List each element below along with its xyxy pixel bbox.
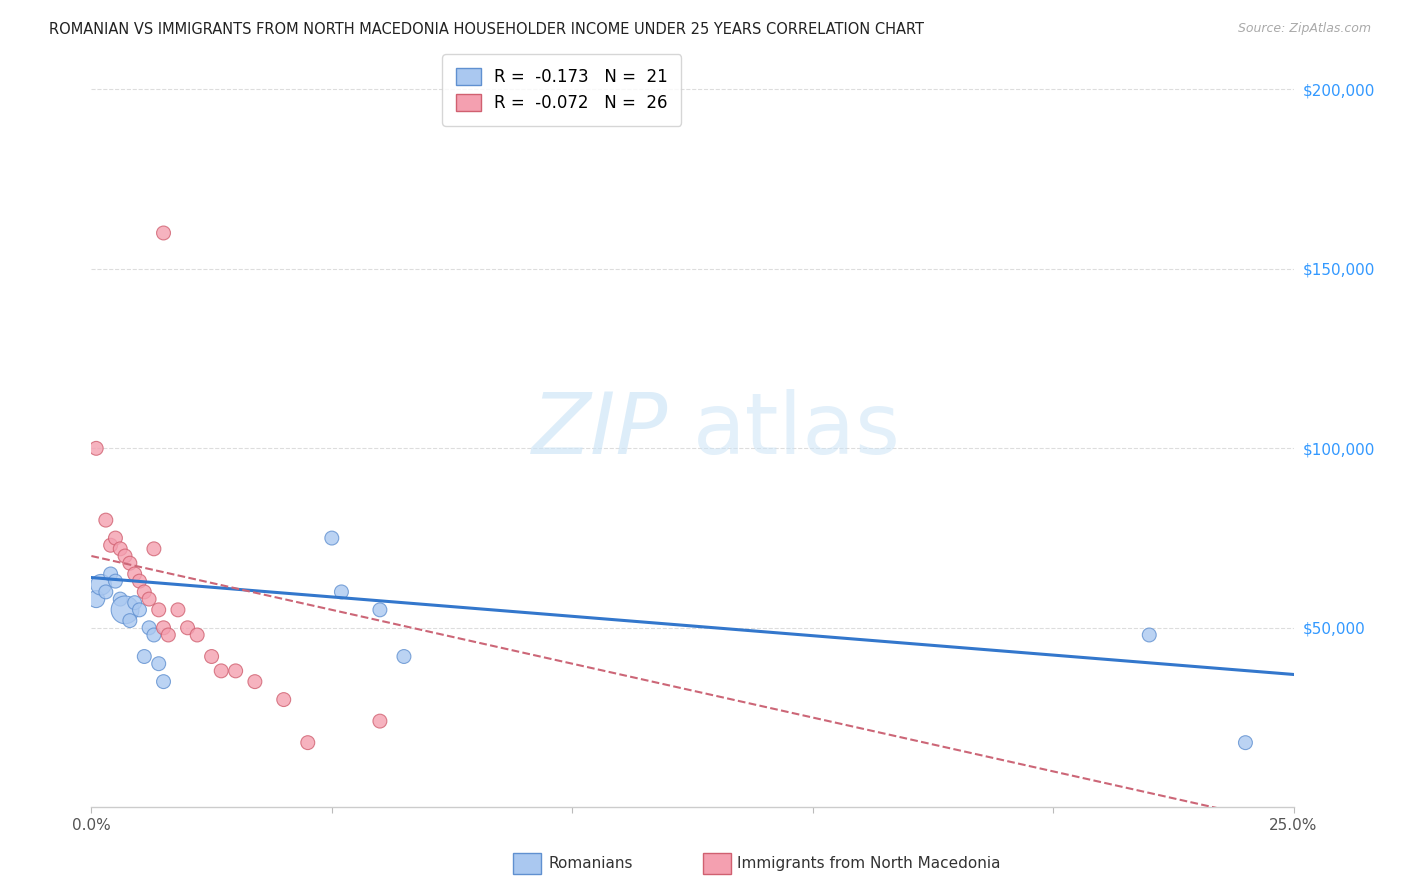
Point	[100, 566, 122, 581]
Point	[157, 628, 180, 642]
Point	[368, 603, 391, 617]
Point	[330, 585, 353, 599]
Point	[100, 538, 122, 552]
Point	[368, 714, 391, 728]
Point	[114, 603, 136, 617]
Text: Romanians: Romanians	[548, 856, 633, 871]
Point	[104, 574, 127, 589]
Point	[94, 585, 117, 599]
Point	[134, 585, 156, 599]
Point	[110, 541, 132, 556]
Point	[138, 592, 160, 607]
Point	[142, 541, 165, 556]
Point	[124, 596, 146, 610]
Text: atlas: atlas	[692, 389, 900, 472]
Point	[225, 664, 247, 678]
Point	[118, 556, 141, 570]
Point	[176, 621, 198, 635]
Point	[152, 621, 174, 635]
Point	[128, 603, 150, 617]
Point	[134, 649, 156, 664]
Point	[152, 226, 174, 240]
Point	[110, 592, 132, 607]
Text: Source: ZipAtlas.com: Source: ZipAtlas.com	[1237, 22, 1371, 36]
Point	[84, 592, 107, 607]
Legend: R =  -0.173   N =  21, R =  -0.072   N =  26: R = -0.173 N = 21, R = -0.072 N = 26	[443, 54, 681, 126]
Point	[118, 614, 141, 628]
Point	[124, 566, 146, 581]
Point	[94, 513, 117, 527]
Point	[1234, 736, 1257, 750]
Point	[148, 657, 170, 671]
Point	[392, 649, 415, 664]
Point	[273, 692, 295, 706]
Point	[90, 578, 112, 592]
Point	[167, 603, 190, 617]
Point	[297, 736, 319, 750]
Point	[1137, 628, 1160, 642]
Point	[148, 603, 170, 617]
Point	[243, 674, 266, 689]
Text: ZIP: ZIP	[531, 389, 668, 472]
Point	[201, 649, 224, 664]
Point	[128, 574, 150, 589]
Point	[186, 628, 208, 642]
Point	[321, 531, 343, 545]
Point	[114, 549, 136, 563]
Point	[84, 442, 107, 456]
Point	[104, 531, 127, 545]
Text: ROMANIAN VS IMMIGRANTS FROM NORTH MACEDONIA HOUSEHOLDER INCOME UNDER 25 YEARS CO: ROMANIAN VS IMMIGRANTS FROM NORTH MACEDO…	[49, 22, 924, 37]
Text: Immigrants from North Macedonia: Immigrants from North Macedonia	[737, 856, 1000, 871]
Point	[142, 628, 165, 642]
Point	[209, 664, 232, 678]
Point	[152, 674, 174, 689]
Point	[138, 621, 160, 635]
